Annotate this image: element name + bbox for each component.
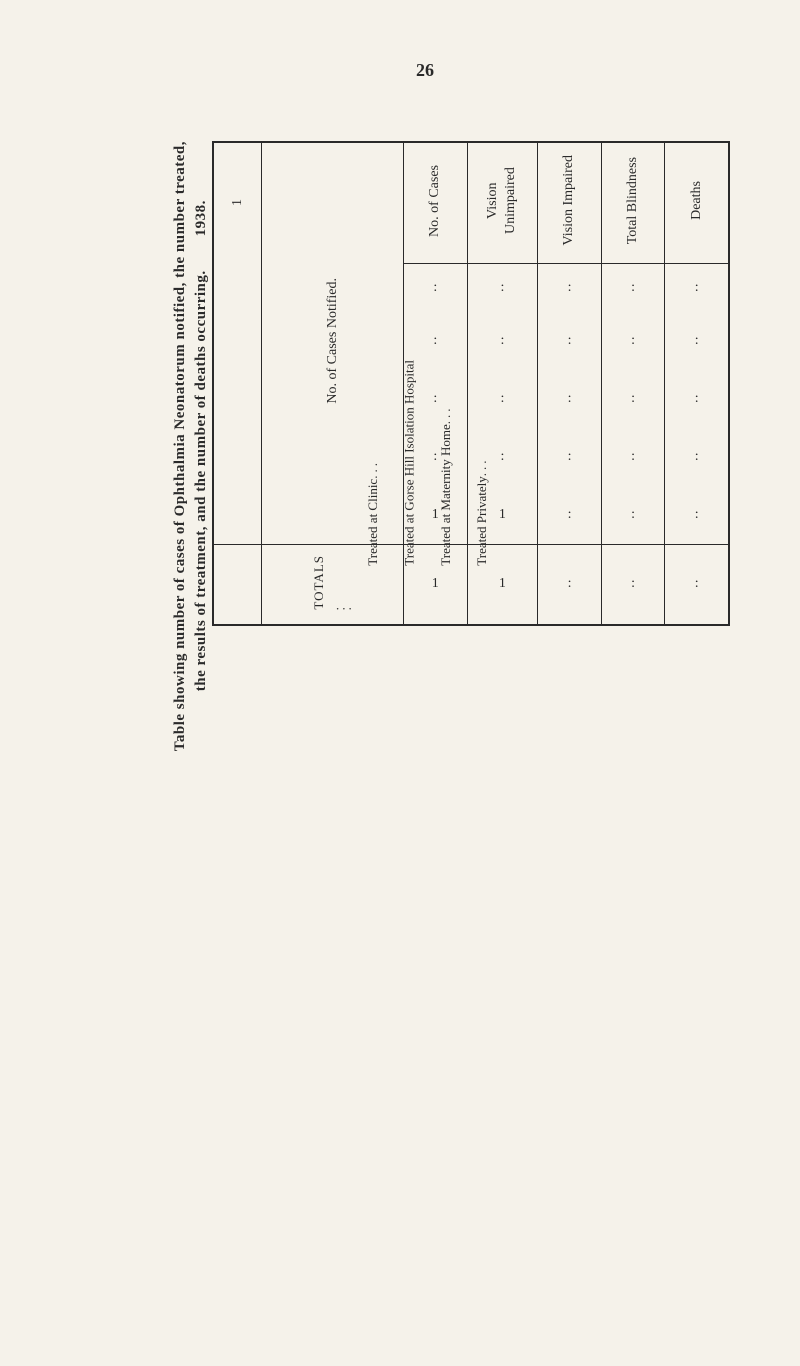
header-cases-text: No. of Cases bbox=[426, 165, 444, 237]
header-impaired-text: Vision Impaired bbox=[560, 155, 578, 246]
totals-blindness: : bbox=[601, 545, 665, 625]
row-1-blindness: : bbox=[601, 370, 665, 428]
header-deaths-text: Deaths bbox=[688, 181, 706, 220]
row-2-deaths: : bbox=[665, 428, 729, 486]
header-deaths: Deaths bbox=[665, 142, 729, 264]
table-container: 1 No. of Cases Notified. No. of Cases Vi… bbox=[212, 141, 730, 626]
row-3-blindness: : bbox=[601, 486, 665, 545]
row-1-deaths: : bbox=[665, 370, 729, 428]
header-blindness-text: Total Blindness bbox=[624, 157, 642, 244]
title-line-1: Table showing number of cases of Ophthal… bbox=[172, 141, 188, 751]
blank-cell bbox=[213, 264, 262, 545]
row-0-blindness: : bbox=[601, 312, 665, 370]
row-0-deaths: : bbox=[665, 312, 729, 370]
spacer: : bbox=[538, 264, 602, 313]
row-labels-block: Treated at Clinic... Treated at Gorse Hi… bbox=[355, 360, 505, 566]
row-label-3: Treated Privately bbox=[474, 476, 489, 565]
header-unimpaired: Vision Unimpaired bbox=[467, 142, 538, 264]
header-cases: No. of Cases bbox=[404, 142, 468, 264]
header-blindness: Total Blindness bbox=[601, 142, 665, 264]
spacer: : bbox=[601, 264, 665, 313]
totals-deaths: : bbox=[665, 545, 729, 625]
row-label-0: Treated at Clinic bbox=[365, 479, 380, 566]
spacer: : bbox=[665, 264, 729, 313]
spacer: : bbox=[404, 264, 468, 313]
row-3-impaired: : bbox=[538, 486, 602, 545]
row-label-2: Treated at Maternity Home bbox=[438, 424, 453, 565]
blank-footer bbox=[213, 545, 262, 625]
col-index: 1 bbox=[229, 199, 247, 206]
row-1-impaired: : bbox=[538, 370, 602, 428]
row-3-deaths: : bbox=[665, 486, 729, 545]
row-label-1: Treated at Gorse Hill Isolation Hospital bbox=[401, 360, 416, 566]
row-2-blindness: : bbox=[601, 428, 665, 486]
totals-impaired: : bbox=[538, 545, 602, 625]
row-2-impaired: : bbox=[538, 428, 602, 486]
spacer: : bbox=[467, 264, 538, 313]
table-title: Table showing number of cases of Ophthal… bbox=[120, 141, 212, 751]
page-number: 26 bbox=[120, 60, 730, 81]
totals-dots: ... bbox=[336, 598, 355, 613]
col-index-cell: 1 bbox=[213, 142, 262, 264]
title-line-2: the results of treatment, and the number… bbox=[193, 271, 209, 692]
row-0-impaired: : bbox=[538, 312, 602, 370]
title-line-3: 1938. bbox=[193, 201, 209, 237]
totals-label: TOTALS bbox=[311, 555, 328, 610]
header-impaired: Vision Impaired bbox=[538, 142, 602, 264]
cases-notified-label: No. of Cases Notified. bbox=[321, 278, 345, 404]
header-unimpaired-text: Vision Unimpaired bbox=[484, 153, 520, 248]
